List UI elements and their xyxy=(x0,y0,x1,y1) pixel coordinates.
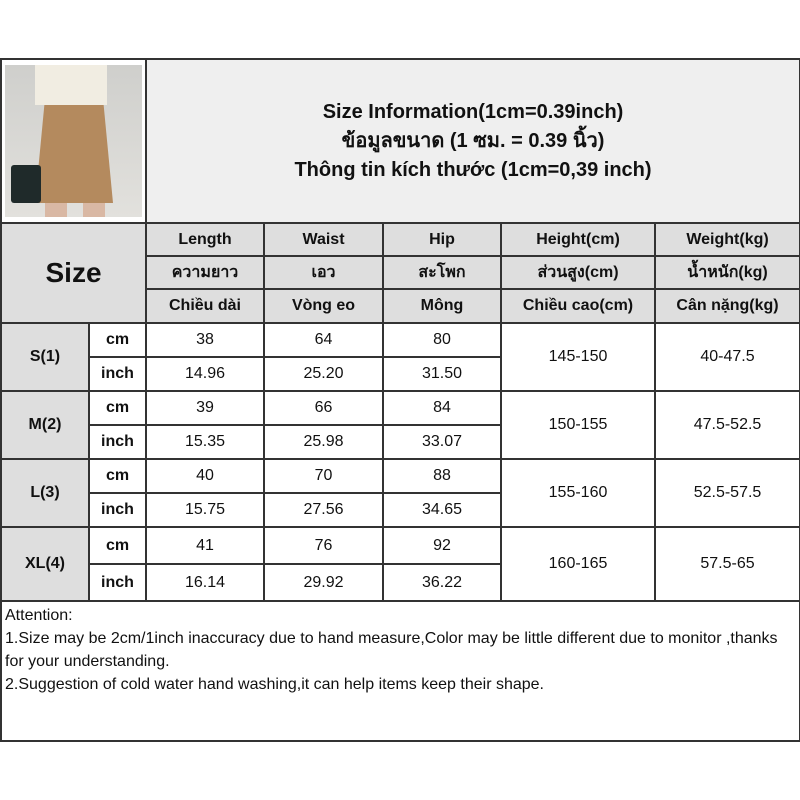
column-header-en: Height(cm) xyxy=(500,222,656,257)
unit-label: inch xyxy=(88,492,147,528)
column-header-vi: Chiều cao(cm) xyxy=(500,288,656,324)
measurement-cell: 15.35 xyxy=(145,424,265,460)
table-row: L(3) cm 40 70 88 155-160 52.5-57.5 xyxy=(0,458,800,528)
table-row: M(2) cm 39 66 84 150-155 47.5-52.5 xyxy=(0,390,800,460)
table-row: inch 14.96 25.20 31.50 xyxy=(1,356,800,392)
measurement-cell: 15.75 xyxy=(145,492,265,528)
column-header-th: ความยาว xyxy=(145,255,265,290)
measurement-cell: 33.07 xyxy=(382,424,502,460)
attention-line: 1.Size may be 2cm/1inch inaccuracy due t… xyxy=(5,630,778,670)
measurement-cell: 80 xyxy=(382,322,502,358)
unit-label: cm xyxy=(88,322,147,358)
measurement-cell: 64 xyxy=(263,322,384,358)
size-label: L(3) xyxy=(0,458,90,528)
column-header-en: Waist xyxy=(263,222,384,257)
measurement-cell: 76 xyxy=(263,526,384,565)
measurement-cell: 25.98 xyxy=(263,424,384,460)
column-header-th: ส่วนสูง(cm) xyxy=(500,255,656,290)
weight-cell: 57.5-65 xyxy=(653,526,800,602)
measurement-cell: 31.50 xyxy=(382,356,502,392)
table-row: inch 15.75 27.56 34.65 xyxy=(1,492,800,528)
product-photo xyxy=(0,58,147,224)
attention-note: Attention: 1.Size may be 2cm/1inch inaccu… xyxy=(0,600,800,742)
column-header-en: Weight(kg) xyxy=(653,222,800,257)
size-label: S(1) xyxy=(0,322,90,392)
column-header-th: น้ำหนัก(kg) xyxy=(653,255,800,290)
measurement-cell: 84 xyxy=(382,390,502,426)
attention-heading: Attention: xyxy=(5,607,73,624)
measurement-cell: 36.22 xyxy=(382,563,502,602)
column-header-vi: Cân nặng(kg) xyxy=(653,288,800,324)
attention-line: 2.Suggestion of cold water hand washing,… xyxy=(5,676,544,693)
measurement-cell: 34.65 xyxy=(382,492,502,528)
measurement-cell: 40 xyxy=(145,458,265,494)
column-header-en: Hip xyxy=(382,222,502,257)
measurement-cell: 14.96 xyxy=(145,356,265,392)
height-cell: 160-165 xyxy=(500,526,656,602)
size-label: M(2) xyxy=(0,390,90,460)
measurement-cell: 16.14 xyxy=(145,563,265,602)
measurement-cell: 70 xyxy=(263,458,384,494)
table-row: S(1) cm 38 64 80 145-150 40-47.5 xyxy=(0,322,800,392)
weight-cell: 47.5-52.5 xyxy=(653,390,800,460)
measurement-cell: 88 xyxy=(382,458,502,494)
unit-label: inch xyxy=(88,356,147,392)
table-row: inch 16.14 29.92 36.22 xyxy=(1,563,800,602)
size-chart-table: Size Information(1cm=0.39inch) ข้อมูลขนา… xyxy=(0,58,800,742)
column-header-th: สะโพก xyxy=(382,255,502,290)
measurement-cell: 38 xyxy=(145,322,265,358)
measurement-cell: 39 xyxy=(145,390,265,426)
title-vi: Thông tin kích thước (1cm=0,39 inch) xyxy=(294,158,652,181)
skirt-image xyxy=(5,65,142,217)
table-row: XL(4) cm 41 76 92 160-165 57.5-65 xyxy=(0,526,800,602)
size-header: Size xyxy=(0,222,147,324)
title-th: ข้อมูลขนาด (1 ซม. = 0.39 นิ้ว) xyxy=(341,129,605,152)
column-header-vi: Mông xyxy=(382,288,502,324)
measurement-cell: 92 xyxy=(382,526,502,565)
height-cell: 150-155 xyxy=(500,390,656,460)
column-header-vi: Chiều dài xyxy=(145,288,265,324)
column-header-th: เอว xyxy=(263,255,384,290)
unit-label: inch xyxy=(88,424,147,460)
column-header-en: Length xyxy=(145,222,265,257)
height-cell: 155-160 xyxy=(500,458,656,528)
unit-label: cm xyxy=(88,458,147,494)
measurement-cell: 41 xyxy=(145,526,265,565)
height-cell: 145-150 xyxy=(500,322,656,392)
weight-cell: 40-47.5 xyxy=(653,322,800,392)
table-row: inch 15.35 25.98 33.07 xyxy=(1,424,800,460)
unit-label: cm xyxy=(88,526,147,565)
size-label: XL(4) xyxy=(0,526,90,602)
size-info-title: Size Information(1cm=0.39inch) ข้อมูลขนา… xyxy=(144,58,800,224)
unit-label: cm xyxy=(88,390,147,426)
unit-label: inch xyxy=(88,563,147,602)
column-header-vi: Vòng eo xyxy=(263,288,384,324)
title-en: Size Information(1cm=0.39inch) xyxy=(322,100,624,123)
weight-cell: 52.5-57.5 xyxy=(653,458,800,528)
measurement-cell: 27.56 xyxy=(263,492,384,528)
measurement-cell: 29.92 xyxy=(263,563,384,602)
measurement-cell: 66 xyxy=(263,390,384,426)
measurement-cell: 25.20 xyxy=(263,356,384,392)
